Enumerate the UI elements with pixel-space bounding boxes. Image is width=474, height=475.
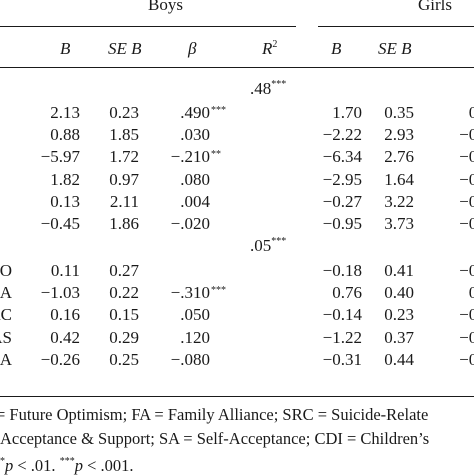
boys-beta-cell: .030: [180, 125, 210, 145]
girls-seb-cell: 0.23: [384, 305, 414, 325]
boys-beta-cell: .004: [180, 191, 210, 211]
girls-beta-cell: 0.1: [468, 283, 474, 303]
girls-beta-cell: −0.0: [459, 214, 474, 233]
block1-r2: .48***: [250, 79, 287, 98]
boys-seb-cell: 0.25: [109, 349, 139, 369]
girls-b-cell: −0.14: [322, 305, 362, 325]
boys-b-cell: 0.42: [50, 327, 80, 347]
girls-b-cell: −1.22: [322, 327, 362, 347]
boys-beta-cell: .490 ***: [180, 103, 226, 122]
girls-beta-cell: −0.0: [459, 125, 474, 145]
girls-b-cell: −0.18: [322, 261, 362, 280]
boys-seb-cell: 0.15: [109, 305, 139, 325]
col-header-seb-boys: SE B: [108, 39, 142, 58]
boys-seb-cell: 1.86: [109, 214, 139, 233]
boys-seb-cell: 1.85: [109, 125, 139, 145]
girls-beta-cell: 0.3: [468, 103, 474, 122]
row-label: AS: [0, 327, 12, 347]
boys-b-cell: 1.82: [50, 169, 80, 189]
boys-seb-cell: 0.27: [109, 261, 139, 280]
girls-seb-cell: 2.93: [384, 125, 414, 145]
boys-beta-cell: −.080: [170, 349, 210, 369]
girls-b-cell: −0.27: [322, 191, 362, 211]
footnote-abbrev-1: = Future Optimism; FA = Family Alliance;…: [0, 405, 429, 424]
girls-seb-cell: 1.64: [384, 169, 414, 189]
girls-b-cell: −2.22: [322, 125, 362, 145]
boys-spanner-rule: [0, 26, 296, 27]
boys-beta-cell: .120: [180, 327, 210, 347]
boys-b-cell: 0.13: [50, 191, 80, 211]
boys-seb-cell: 0.97: [109, 169, 139, 189]
footnote-abbrev-2: Acceptance & Support; SA = Self-Acceptan…: [0, 429, 430, 448]
boys-seb-cell: 0.29: [109, 327, 139, 347]
girls-seb-cell: 0.37: [384, 327, 414, 347]
girls-seb-cell: 3.22: [384, 191, 414, 211]
girls-b-cell: −2.95: [322, 169, 362, 189]
girls-b-cell: 0.76: [332, 283, 362, 303]
girls-b-cell: 1.70: [332, 103, 362, 122]
girls-spanner-rule: [318, 26, 474, 27]
girls-seb-cell: 2.76: [384, 147, 414, 167]
girls-beta-cell: −0.1: [459, 327, 474, 347]
boys-seb-cell: 0.22: [109, 283, 139, 303]
boys-b-cell: −0.45: [40, 214, 80, 233]
girls-seb-cell: 0.41: [384, 261, 414, 280]
girls-beta-cell: −0.0: [459, 191, 474, 211]
col-header-seb-girls: SE B: [378, 39, 412, 58]
col-header-r2: R2: [262, 39, 278, 58]
header-rule: [0, 67, 474, 68]
boys-beta-cell: −.020: [170, 214, 210, 233]
col-header-beta-boys: β: [188, 39, 197, 58]
girls-heading: Girls: [418, 0, 452, 14]
girls-beta-cell: −0.0: [459, 305, 474, 325]
girls-seb-cell: 0.35: [384, 103, 414, 122]
boys-b-cell: −1.03: [40, 283, 80, 303]
table-bottom-rule: [0, 396, 474, 397]
col-header-b-girls: B: [331, 39, 342, 58]
block2-r2: .05***: [250, 236, 287, 255]
girls-b-cell: −0.95: [322, 214, 362, 233]
girls-beta-cell: −0.2: [459, 147, 474, 167]
col-header-b-boys: B: [60, 39, 71, 58]
girls-b-cell: −6.34: [322, 147, 362, 167]
row-label: O: [0, 261, 12, 280]
boys-b-cell: 0.88: [50, 125, 80, 145]
boys-b-cell: 0.11: [50, 261, 80, 280]
row-label: RC: [0, 305, 12, 325]
girls-beta-cell: −0.0: [459, 261, 474, 280]
boys-beta-cell: .050: [180, 305, 210, 325]
girls-seb-cell: 3.73: [384, 214, 414, 233]
girls-beta-cell: −0.1: [459, 169, 474, 189]
girls-beta-cell: −0.0: [459, 349, 474, 369]
boys-beta-cell: .080: [180, 169, 210, 189]
girls-seb-cell: 0.44: [384, 349, 414, 369]
boys-seb-cell: 0.23: [109, 103, 139, 122]
boys-b-cell: −5.97: [40, 147, 80, 167]
boys-beta-cell: −.210 **: [170, 147, 221, 167]
girls-seb-cell: 0.40: [384, 283, 414, 303]
row-label: A: [0, 283, 12, 303]
boys-b-cell: −0.26: [40, 349, 80, 369]
boys-b-cell: 0.16: [50, 305, 80, 325]
row-label: A: [0, 349, 12, 369]
girls-b-cell: −0.31: [322, 349, 362, 369]
boys-b-cell: 2.13: [50, 103, 80, 122]
footnote-significance: *p < .01. ***p < .001.: [0, 456, 134, 475]
boys-seb-cell: 1.72: [109, 147, 139, 167]
boys-seb-cell: 2.11: [109, 191, 139, 211]
boys-beta-cell: −.310 ***: [170, 283, 226, 303]
boys-heading: Boys: [148, 0, 183, 14]
